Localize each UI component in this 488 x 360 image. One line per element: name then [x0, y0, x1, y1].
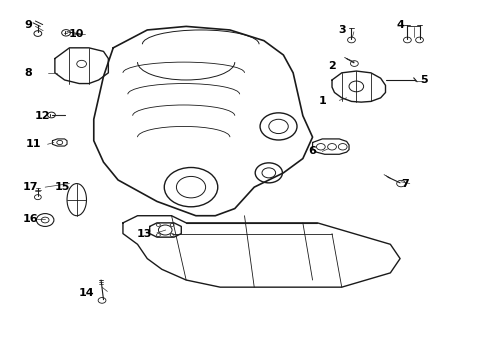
- Text: 2: 2: [327, 61, 335, 71]
- Text: 9: 9: [24, 19, 32, 30]
- Text: 13: 13: [137, 229, 152, 239]
- Text: 17: 17: [23, 182, 38, 192]
- Text: 6: 6: [308, 147, 316, 157]
- Text: 8: 8: [24, 68, 32, 78]
- Text: 16: 16: [23, 214, 38, 224]
- Text: 4: 4: [395, 19, 403, 30]
- Text: 15: 15: [54, 182, 70, 192]
- Text: 10: 10: [69, 28, 84, 39]
- Text: 1: 1: [318, 96, 325, 107]
- Text: 7: 7: [400, 179, 408, 189]
- Text: 14: 14: [79, 288, 94, 297]
- Text: 3: 3: [337, 25, 345, 35]
- Text: 5: 5: [420, 75, 427, 85]
- Text: 12: 12: [35, 111, 50, 121]
- Text: 11: 11: [25, 139, 41, 149]
